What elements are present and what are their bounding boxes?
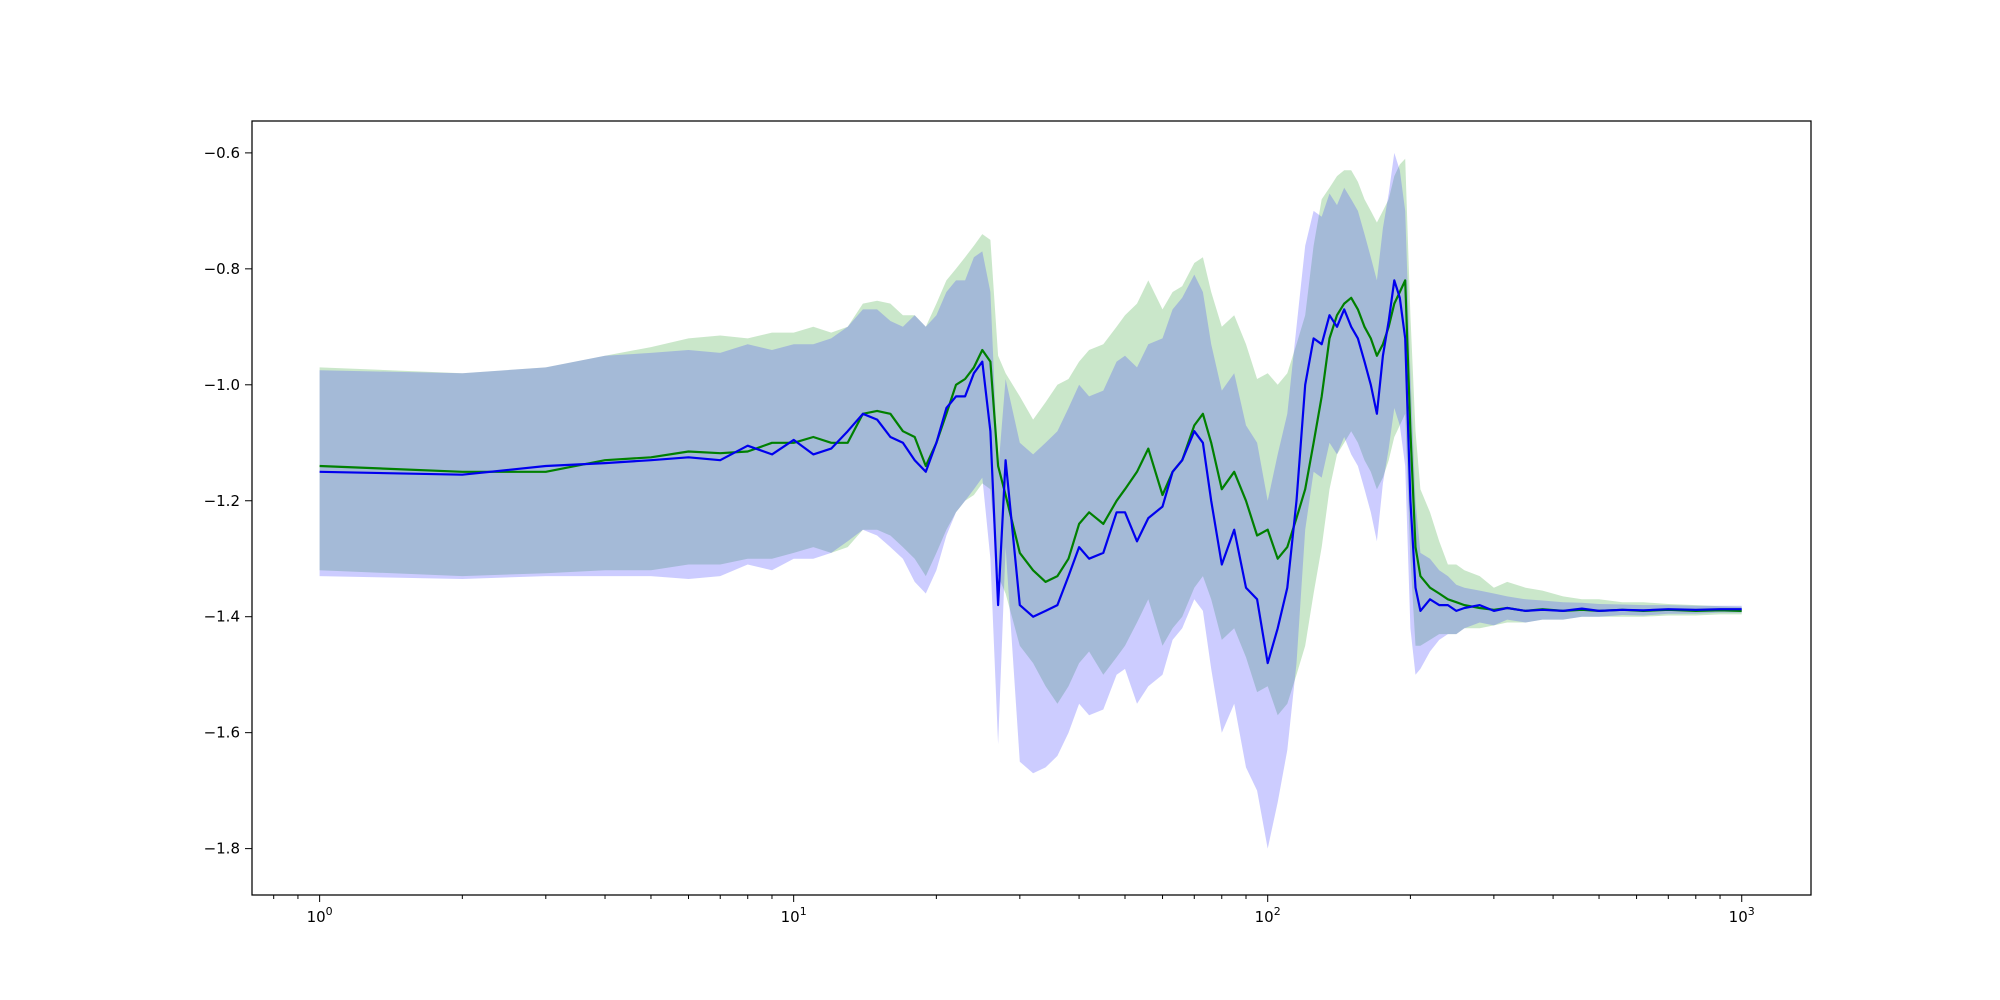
confidence-bands	[319, 152, 1742, 849]
y-tick-label: −1.4	[204, 608, 240, 626]
axes-frame	[251, 120, 1812, 896]
x-tick-label: 100	[307, 905, 333, 926]
x-tick-label: 101	[781, 905, 807, 926]
y-tick-label: −0.6	[204, 144, 240, 162]
y-tick-label: −0.8	[204, 260, 240, 278]
x-axis-ticks: 100 101 102 103	[273, 895, 1755, 926]
series-1-line	[319, 279, 1742, 613]
y-tick-label: −1.2	[204, 492, 240, 510]
series-2-line	[319, 279, 1742, 665]
x-tick-label: 103	[1729, 905, 1755, 926]
series-lines	[319, 279, 1742, 665]
series-1-band	[319, 158, 1742, 716]
y-tick-label: −1.8	[204, 840, 240, 858]
y-axis-ticks: −0.6 −0.8 −1.0 −1.2 −1.4 −1.6 −1.8	[204, 144, 252, 858]
x-tick-label: 102	[1255, 905, 1281, 926]
series-2-band	[319, 152, 1742, 849]
y-tick-label: −1.0	[204, 376, 240, 394]
y-tick-label: −1.6	[204, 724, 240, 742]
